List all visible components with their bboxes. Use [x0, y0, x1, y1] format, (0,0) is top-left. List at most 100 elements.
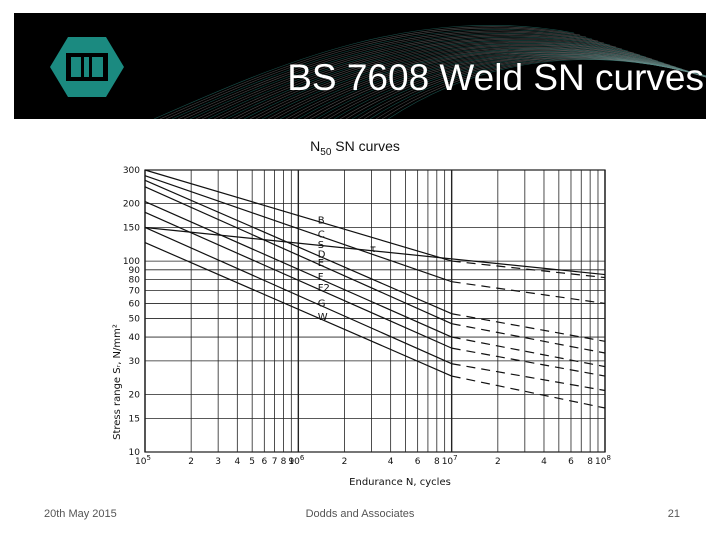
- y-tick-label: 15: [129, 414, 140, 424]
- x-tick-label: 6: [261, 457, 267, 467]
- curve-label-g: G: [318, 298, 326, 309]
- y-tick-label: 40: [129, 333, 141, 343]
- x-tick-exponent: 5: [146, 454, 150, 462]
- x-tick-base: 6: [415, 457, 421, 467]
- logo-letter-s: [92, 57, 103, 77]
- banner-swirl-line: [375, 58, 706, 119]
- footer-author: Dodds and Associates: [305, 508, 415, 520]
- curve-e-dashed: [451, 323, 606, 354]
- banner-swirl-line: [363, 57, 706, 119]
- caption-subscript: 50: [320, 146, 332, 158]
- curve-label-s: S: [318, 240, 324, 251]
- curve-label-c: C: [318, 230, 325, 241]
- x-tick-base: 10: [288, 457, 300, 467]
- banner-swirl-line: [195, 34, 617, 119]
- x-tick-base: 6: [568, 457, 574, 467]
- x-tick-base: 9: [288, 457, 294, 467]
- x-tick-label: 3: [215, 457, 221, 467]
- banner-swirl-line: [183, 31, 605, 119]
- x-tick-base: 2: [188, 457, 194, 467]
- x-tick-label: 2: [342, 457, 348, 467]
- y-tick-label: 10: [129, 448, 141, 458]
- curve-label-b: B: [318, 216, 325, 227]
- footer-date: 20th May 2015: [44, 508, 117, 520]
- x-tick-label: 2: [495, 457, 501, 467]
- banner-swirl-line: [243, 43, 665, 119]
- curve-label-f2: F2: [318, 283, 330, 294]
- chart-caption: N50 SN curves: [200, 138, 510, 158]
- caption-rest: SN curves: [331, 138, 400, 154]
- curve-c-solid: [144, 175, 452, 283]
- banner-swirl-line: [189, 32, 611, 119]
- x-tick-label: 108: [595, 454, 611, 467]
- x-tick-label: 4: [541, 457, 547, 467]
- curve-b-dashed: [451, 260, 606, 279]
- x-tick-exponent: 6: [300, 454, 305, 462]
- x-tick-label: 9: [288, 457, 294, 467]
- y-tick-label: 30: [129, 357, 141, 367]
- banner-swirl-line: [357, 57, 706, 119]
- x-tick-label: 6: [568, 457, 574, 467]
- x-tick-label: 4: [388, 457, 394, 467]
- y-tick-label: 150: [123, 223, 140, 233]
- x-tick-base: 7: [272, 457, 278, 467]
- banner-swirl-line: [255, 45, 677, 119]
- banner-swirl-line: [387, 59, 706, 119]
- y-axis-label: Stress range Sᵣ, N/mm²: [112, 324, 123, 440]
- x-tick-base: 2: [342, 457, 348, 467]
- x-tick-base: 8: [281, 457, 287, 467]
- x-axis-label: Endurance N, cycles: [349, 477, 451, 488]
- curve-c-dashed: [451, 281, 606, 305]
- banner-swirl-line: [261, 45, 683, 119]
- title-banner: BS 7608 Weld SN curves: [14, 13, 706, 119]
- y-tick-label: 20: [129, 391, 141, 401]
- x-tick-label: 8: [281, 457, 287, 467]
- x-tick-base: 2: [495, 457, 501, 467]
- x-tick-base: 4: [541, 457, 547, 467]
- banner-swirl-line: [213, 37, 635, 119]
- x-tick-label: 107: [442, 454, 458, 467]
- x-tick-label: 8: [434, 457, 440, 467]
- x-tick-base: 8: [434, 457, 440, 467]
- y-tick-label: 50: [129, 315, 141, 325]
- logo-letter-e: [71, 57, 81, 77]
- banner-swirl-line: [249, 44, 671, 119]
- curve-g-solid: [144, 226, 452, 365]
- curve-label-f: F: [318, 272, 324, 283]
- banner-swirl-line: [159, 26, 581, 119]
- banner-swirl-line: [231, 41, 653, 119]
- footer-page-number: 21: [667, 508, 680, 520]
- x-tick-base: 3: [215, 457, 221, 467]
- curve-w-dashed: [451, 375, 606, 409]
- chart-grid: [144, 169, 606, 453]
- curve-d-solid: [144, 179, 452, 315]
- plot-frame: [144, 169, 606, 453]
- y-tick-label: 300: [123, 166, 140, 176]
- tau-annotation: τ: [370, 244, 376, 255]
- x-tick-exponent: 7: [453, 454, 457, 462]
- curve-f-solid: [144, 201, 452, 338]
- x-tick-base: 4: [234, 457, 240, 467]
- banner-swirl-line: [285, 49, 706, 119]
- x-tick-exponent: 8: [606, 454, 610, 462]
- y-tick-label: 200: [123, 200, 140, 210]
- curve-d-dashed: [451, 313, 606, 342]
- banner-swirl-graphic: [153, 24, 706, 119]
- sn-curves: [144, 169, 606, 409]
- x-tick-label: 6: [415, 457, 421, 467]
- banner-swirl-line: [267, 46, 689, 119]
- slide-title: BS 7608 Weld SN curves: [287, 57, 704, 98]
- curve-label-e: E: [318, 258, 324, 269]
- curve-label-w: W: [318, 312, 328, 323]
- x-tick-label: 105: [135, 454, 151, 467]
- x-tick-label: 2: [188, 457, 194, 467]
- banner-swirl-line: [201, 35, 623, 119]
- x-tick-label: 4: [234, 457, 240, 467]
- x-tick-base: 8: [587, 457, 593, 467]
- banner-swirl-line: [237, 42, 659, 119]
- y-tick-label: 70: [129, 287, 141, 297]
